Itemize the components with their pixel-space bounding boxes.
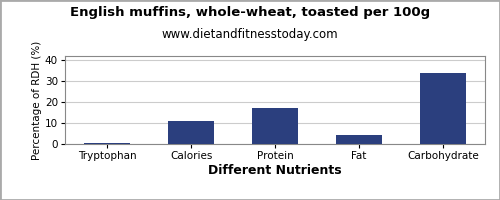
Y-axis label: Percentage of RDH (%): Percentage of RDH (%) <box>32 40 42 160</box>
Bar <box>168 121 214 144</box>
Bar <box>84 143 130 144</box>
Bar <box>336 135 382 144</box>
Bar <box>252 108 298 144</box>
Bar <box>420 73 466 144</box>
Text: English muffins, whole-wheat, toasted per 100g: English muffins, whole-wheat, toasted pe… <box>70 6 430 19</box>
Text: www.dietandfitnesstoday.com: www.dietandfitnesstoday.com <box>162 28 338 41</box>
X-axis label: Different Nutrients: Different Nutrients <box>208 164 342 177</box>
